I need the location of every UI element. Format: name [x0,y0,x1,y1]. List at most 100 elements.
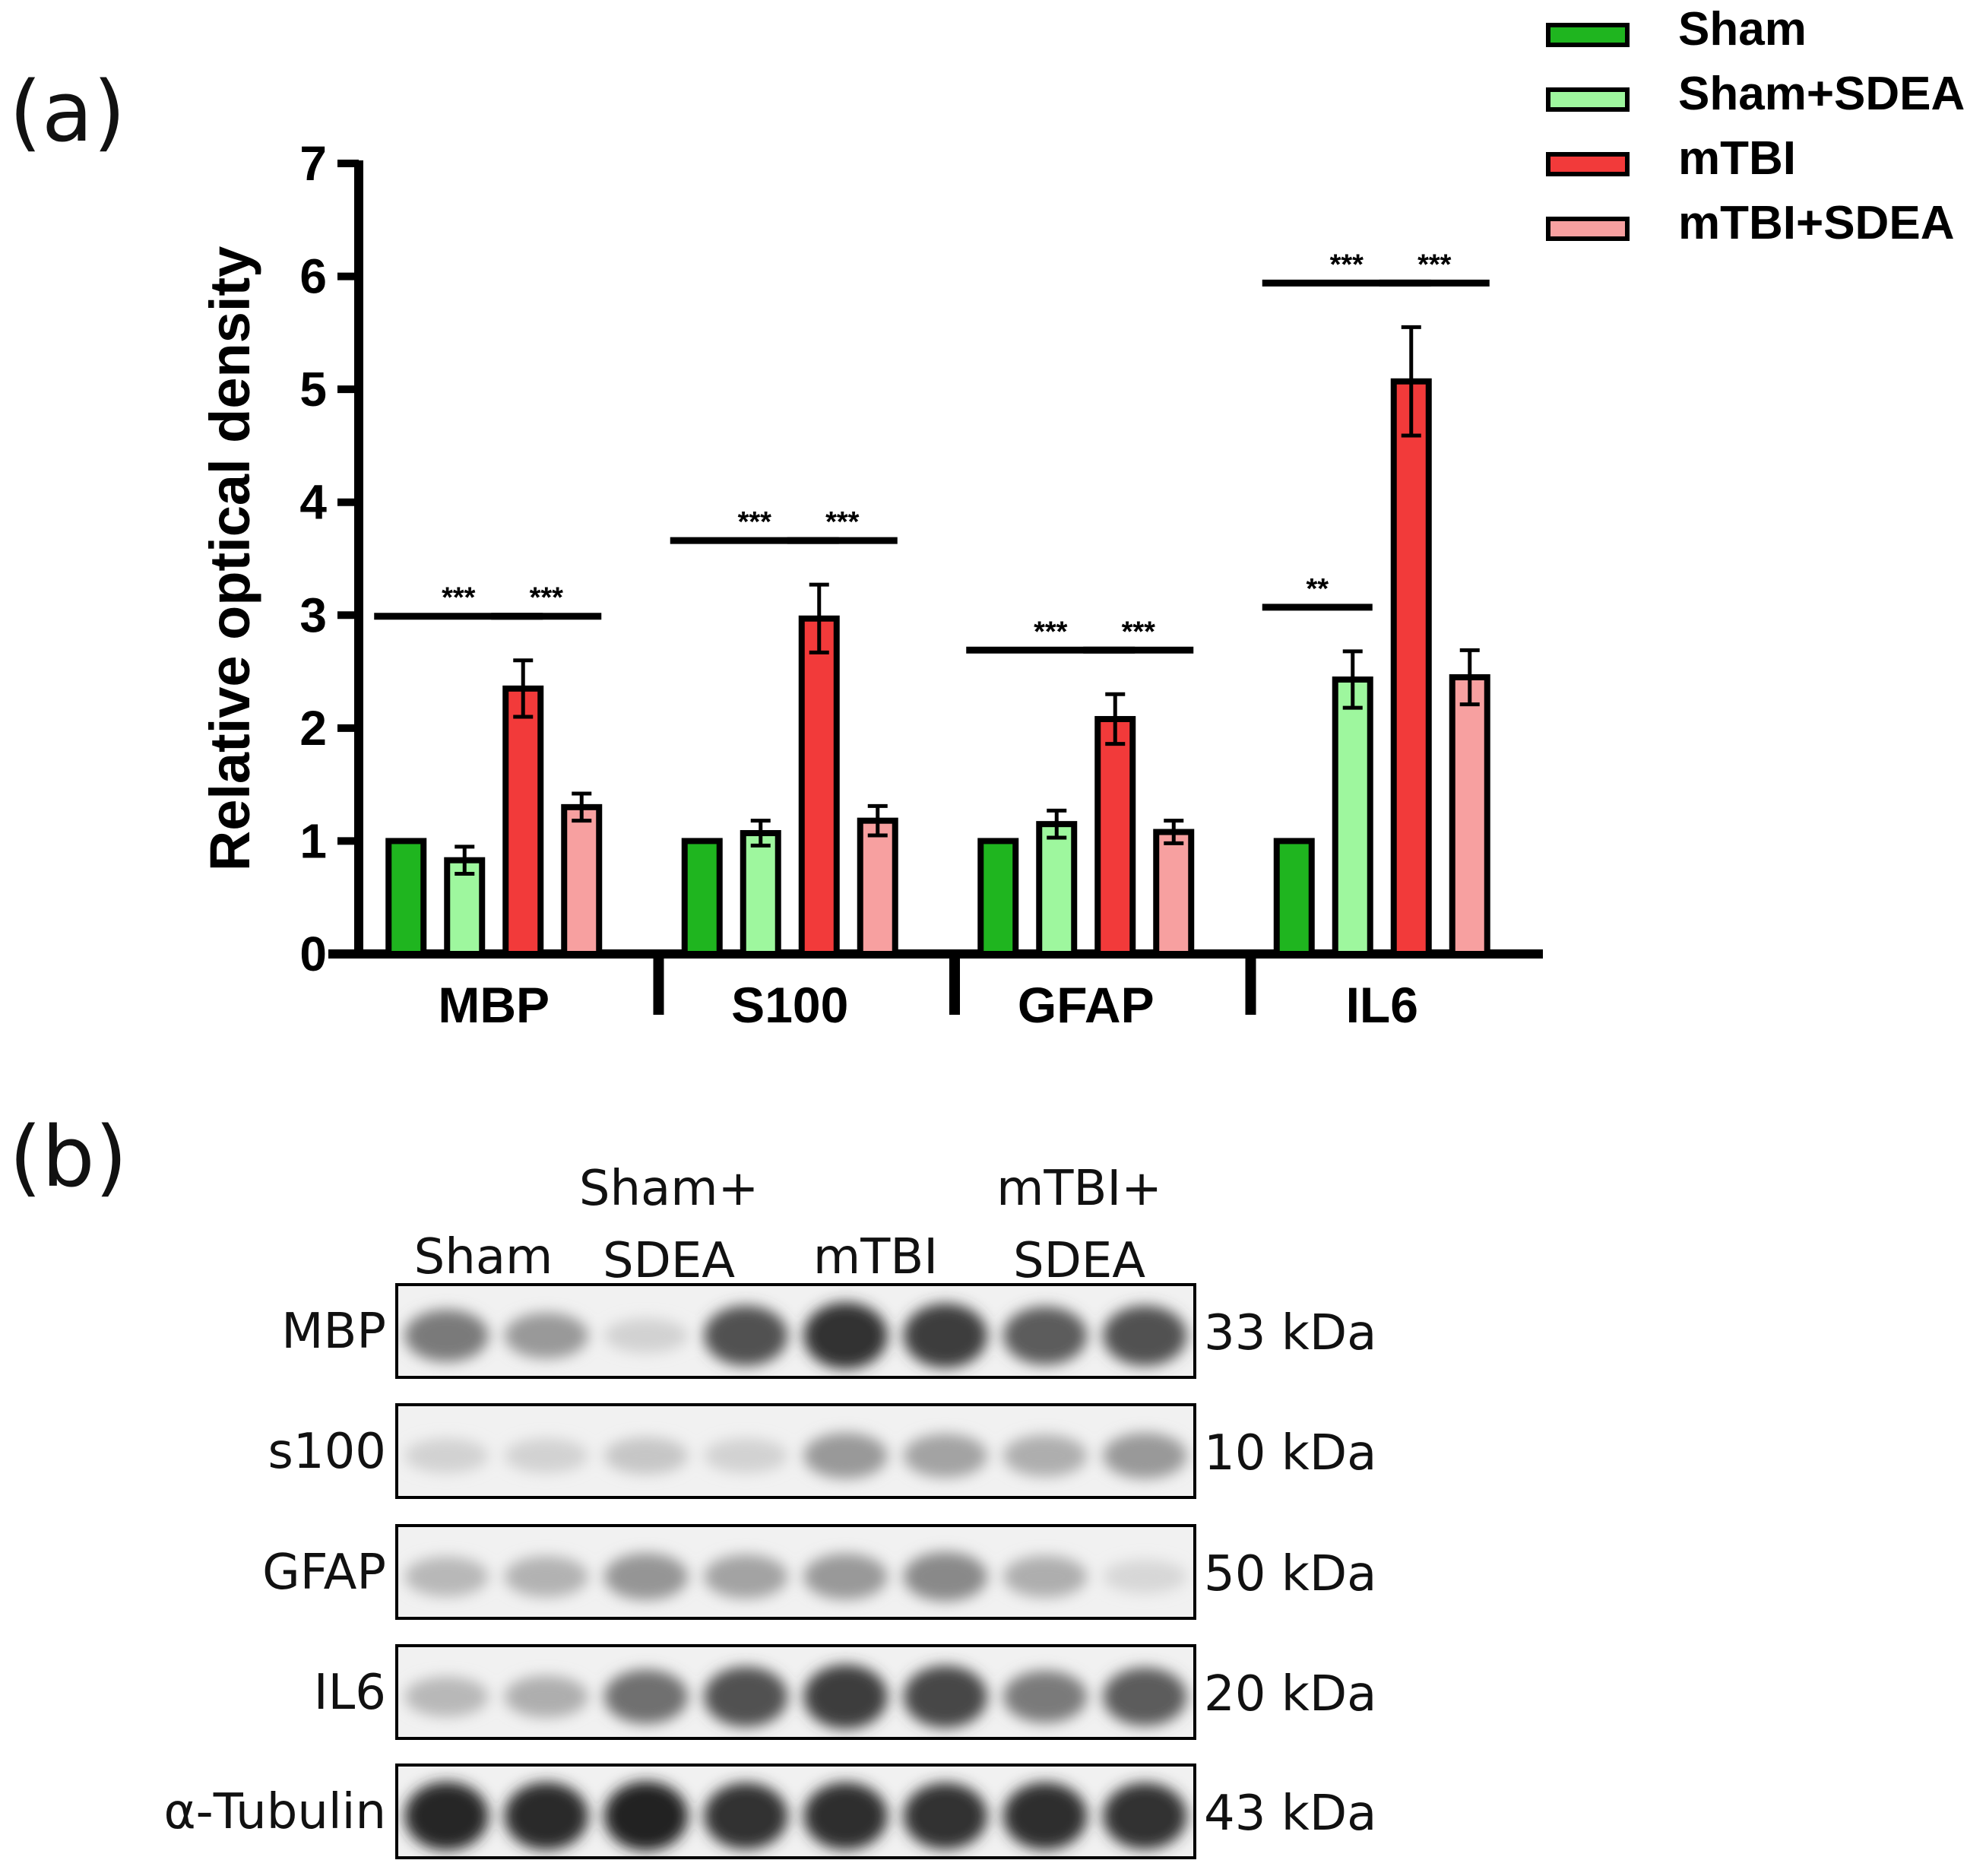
blot-group-label: SDEA [603,1233,735,1289]
blot-band [803,1553,888,1600]
bar-S100-Sham+SDEA [740,830,781,957]
blot-band [1103,1667,1187,1726]
y-tick-label: 4 [299,475,327,530]
blot-band [903,1434,987,1478]
y-axis-label: Relative optical density [198,246,261,872]
western-blot: Sham Sham+ SDEA mTBI mTBI+ SDEA MBP 33 kDa s100 1… [163,1161,1376,1859]
blot-row-GFAP: GFAP 50 kDa [262,1524,1376,1620]
blot-band [704,1783,788,1849]
legend-entry-Sham+SDEA: Sham+SDEA [1678,68,1965,120]
blot-frame [395,1283,1196,1379]
blot-group-label: SDEA [1013,1233,1145,1289]
bar-S100-mTBI [798,615,840,957]
blot-group-label: Sham [414,1229,553,1285]
blot-band [504,1438,588,1473]
blot-band [1003,1306,1088,1365]
blot-protein-label: GFAP [262,1545,386,1601]
legend-swatch-Sham [1546,23,1630,47]
blot-band [404,1309,489,1362]
blot-frame [395,1644,1196,1740]
blot-band [704,1666,788,1727]
blot-band [803,1782,888,1850]
x-category-label: IL6 [1346,977,1418,1033]
blot-size-label: 10 kDa [1204,1425,1376,1481]
blot-row-IL6: IL6 20 kDa [314,1644,1376,1740]
blot-band [1003,1782,1088,1850]
bar-MBP-mTBI [502,685,544,957]
blot-lanes [404,1432,1187,1479]
blot-band [504,1675,588,1718]
blot-lanes [404,1781,1187,1851]
blot-band [1103,1559,1187,1594]
blot-lanes [404,1664,1187,1729]
blot-band [1003,1670,1088,1723]
blot-row-MBP: MBP 33 kDa [281,1283,1376,1379]
blot-band [1103,1783,1187,1849]
blot-size-label: 20 kDa [1204,1666,1376,1722]
legend-swatch-mTBI [1546,152,1630,176]
blot-lanes [404,1302,1187,1369]
blot-band [1103,1305,1187,1366]
blot-size-label: 33 kDa [1204,1305,1376,1361]
blot-frame [395,1403,1196,1499]
blot-band [404,1782,489,1851]
blot-protein-label: α-Tubulin [163,1784,386,1840]
blot-band [704,1554,788,1599]
blot-protein-label: MBP [281,1304,386,1360]
blot-size-label: 50 kDa [1204,1546,1376,1602]
y-tick-label: 1 [299,813,327,868]
blot-band [404,1556,489,1597]
significance-label: *** [442,582,476,614]
panel-label-b: (b) [9,1108,128,1206]
blot-band [903,1551,987,1602]
y-tick-label: 5 [299,362,327,417]
x-category-label: GFAP [1018,977,1155,1033]
blot-band [604,1781,689,1851]
blot-band [803,1432,888,1479]
bar-GFAP-mTBI [1094,715,1136,957]
significance-label: *** [1417,249,1452,280]
bar-IL6-mTBI+SDEA [1449,674,1490,957]
blot-group-label: Sham+ [579,1161,759,1217]
legend-swatch-mTBI+SDEA [1546,217,1630,241]
blot-band [504,1312,588,1359]
bar-GFAP-Sham [977,838,1019,958]
blot-row-s100: s100 10 kDa [268,1403,1376,1499]
blot-band [504,1782,588,1850]
significance-label: *** [1330,249,1364,280]
bar-S100-mTBI+SDEA [857,817,898,957]
blot-band [803,1664,888,1729]
significance-label: *** [530,582,564,614]
bar-IL6-Sham+SDEA [1332,676,1373,957]
bar-S100-Sham [681,838,723,958]
significance-label: *** [1034,616,1068,648]
blot-band [504,1556,588,1598]
blot-frame [395,1764,1196,1859]
bar-IL6-mTBI [1390,378,1432,957]
blot-band [604,1553,689,1600]
y-tick-label: 2 [299,701,327,756]
blot-frame [395,1524,1196,1620]
blot-band [404,1438,489,1473]
y-tick-label: 6 [299,249,327,304]
blot-size-label: 43 kDa [1204,1786,1376,1842]
x-category-label: MBP [438,977,550,1033]
blot-band [1103,1432,1187,1479]
blot-group-label: mTBI+ [996,1161,1162,1217]
blot-protein-label: IL6 [314,1665,386,1721]
bar-chart: Relative optical density 0 1 2 3 4 5 6 7 MBP S100 G… [198,136,1543,1033]
x-category-label: S100 [731,977,848,1033]
blot-band [903,1303,987,1368]
blot-band [604,1437,689,1475]
blot-group-label: mTBI [813,1229,938,1285]
legend-entry-mTBI+SDEA: mTBI+SDEA [1678,197,1954,249]
significance-label: *** [825,506,860,538]
significance-label: *** [738,506,772,538]
bar-IL6-Sham [1273,838,1315,958]
bar-GFAP-mTBI+SDEA [1153,829,1195,957]
blot-band [704,1305,788,1366]
bar-MBP-Sham [385,838,427,958]
blot-band [803,1302,888,1369]
bar-GFAP-Sham+SDEA [1036,821,1078,957]
